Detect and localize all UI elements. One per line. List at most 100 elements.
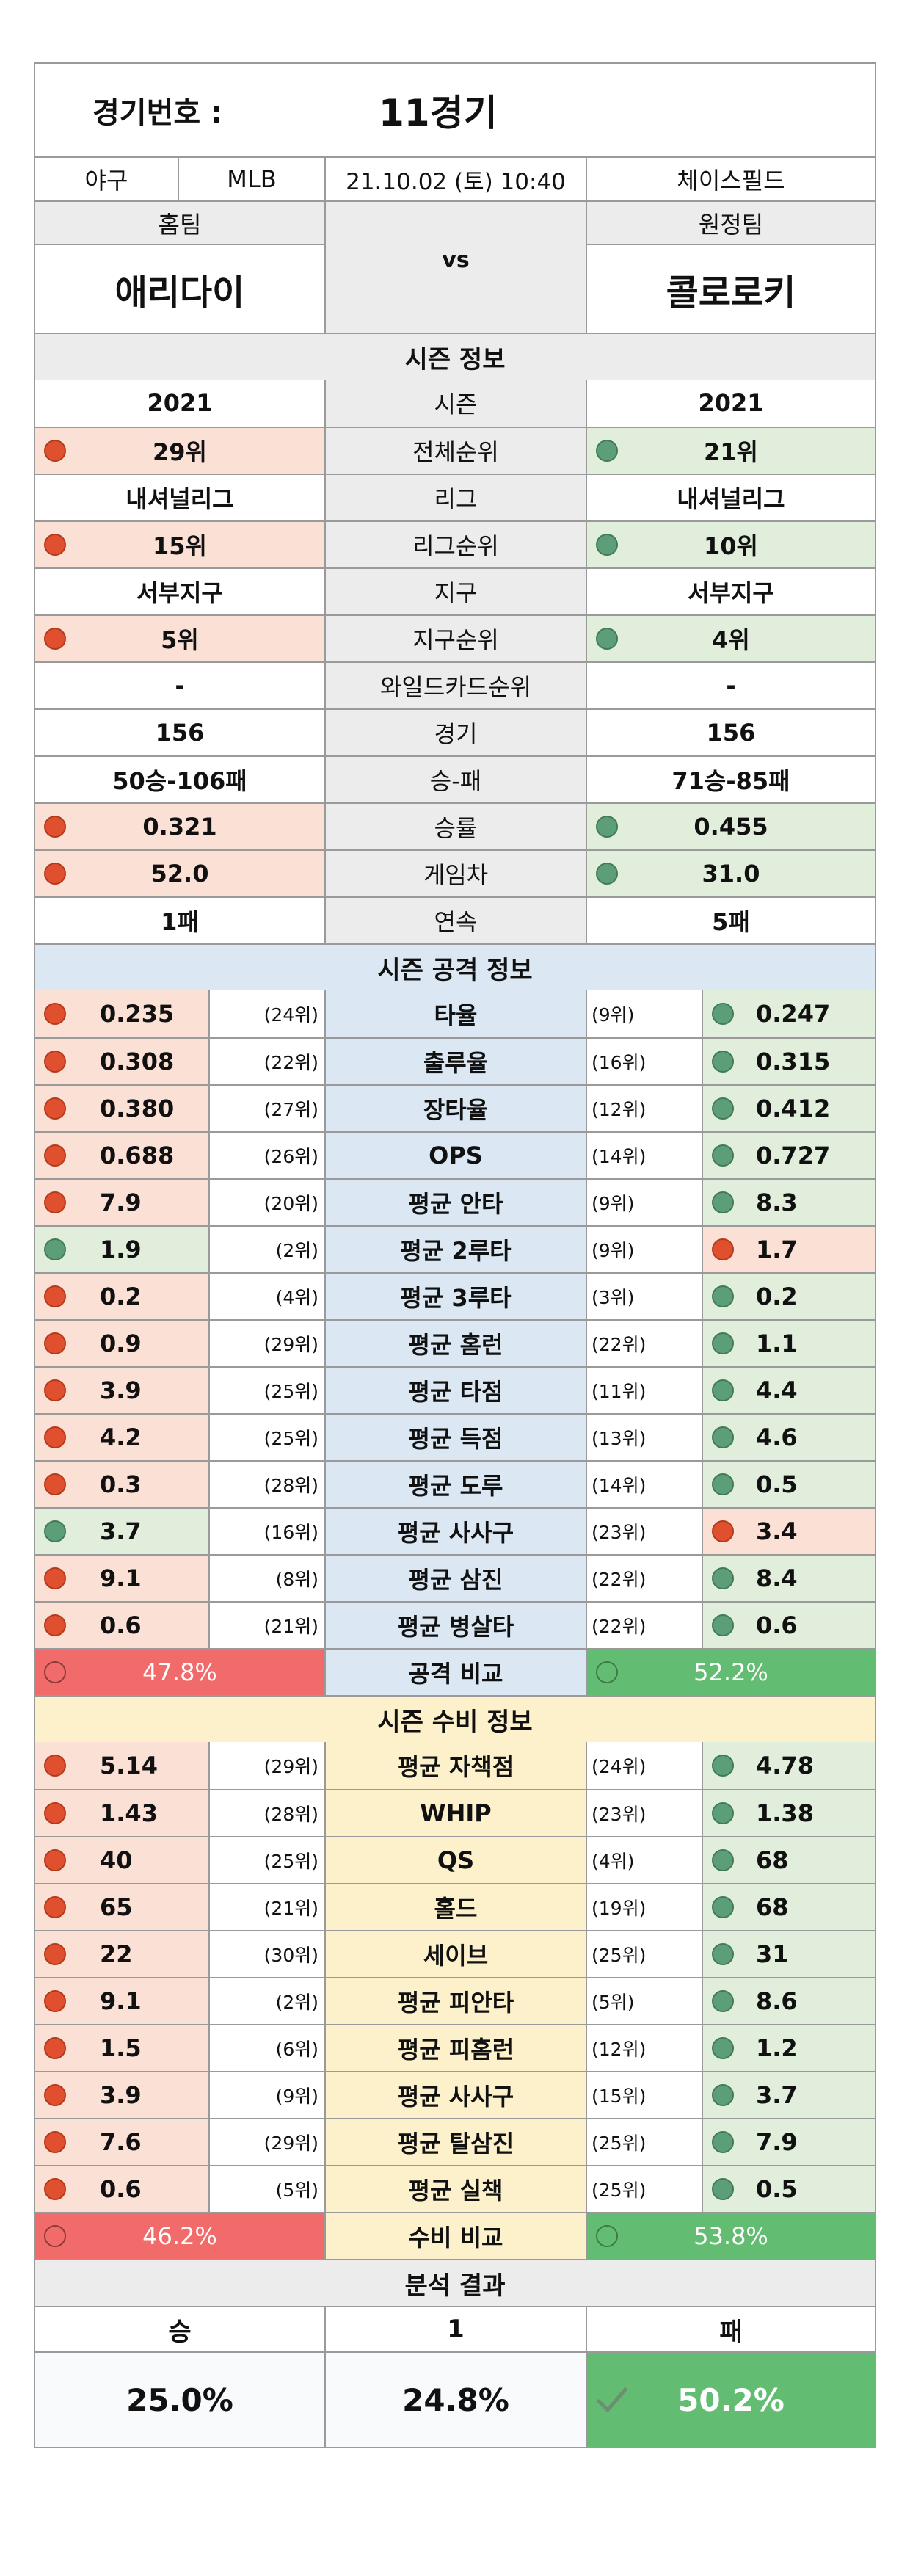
- green-dot-icon: [712, 1473, 734, 1495]
- divider: [208, 1603, 210, 1648]
- season-home-value: 5위: [161, 626, 199, 654]
- defense-rows: 5.14 (29위) 평균 자책점 (24위) 4.78 1.43 (28위) WHIP (23…: [35, 1742, 875, 2212]
- offense-home-rank: (2위): [275, 1240, 318, 1261]
- season-row: 2021 시즌 2021: [35, 380, 875, 427]
- season-away-cell: 10위: [586, 522, 875, 567]
- red-dot-icon: [44, 1051, 66, 1073]
- divider: [702, 990, 703, 1037]
- offense-away-cell: (12위) 0.412: [586, 1086, 875, 1131]
- season-away-value: 10위: [704, 532, 758, 560]
- season-row: 0.321 승률 0.455: [35, 802, 875, 849]
- divider: [702, 1086, 703, 1131]
- offense-row-label: 평균 3루타: [324, 1274, 586, 1319]
- red-dot-icon: [44, 1614, 66, 1636]
- offense-away-value: 0.6: [756, 1611, 798, 1639]
- red-dot-icon: [44, 1003, 66, 1025]
- green-dot-icon: [712, 1332, 734, 1354]
- green-dot-icon: [712, 1614, 734, 1636]
- offense-home-value: 4.2: [100, 1423, 142, 1451]
- offense-row-label: OPS: [324, 1133, 586, 1178]
- offense-away-value: 3.4: [756, 1517, 798, 1545]
- offense-home-value: 0.235: [100, 1000, 175, 1028]
- divider: [702, 1837, 703, 1883]
- green-dot-icon: [712, 2084, 734, 2106]
- offense-row-label: 타율: [324, 990, 586, 1037]
- defense-row-label: 평균 탈삼진: [324, 2119, 586, 2165]
- green-dot-icon: [712, 1990, 734, 2012]
- defense-row-label: 평균 자책점: [324, 1742, 586, 1789]
- season-row: 5위 지구순위 4위: [35, 614, 875, 661]
- season-home-cell: 156: [35, 710, 324, 755]
- offense-away-rank: (16위): [592, 1052, 647, 1073]
- defense-away-rank: (12위): [592, 2039, 647, 2060]
- result-win-label: 승: [35, 2307, 324, 2351]
- defense-away-rank: (25위): [592, 1945, 647, 1966]
- red-dot-icon: [712, 1238, 734, 1260]
- defense-row: 22 (30위) 세이브 (25위) 31: [35, 1930, 875, 1977]
- season-row-label: 리그순위: [324, 522, 586, 567]
- green-dot-icon: [712, 1051, 734, 1073]
- offense-home-value: 3.7: [100, 1517, 142, 1545]
- offense-title: 시즌 공격 정보: [35, 945, 875, 990]
- defense-home-rank: (30위): [263, 1945, 318, 1966]
- offense-away-pct-cell: 52.2%: [586, 1650, 875, 1695]
- divider: [702, 1978, 703, 2024]
- offense-home-value: 0.688: [100, 1142, 175, 1169]
- green-dot-icon: [596, 863, 618, 885]
- defense-away-value: 7.9: [756, 2128, 798, 2156]
- green-dot-icon: [712, 1567, 734, 1589]
- green-dot-icon: [712, 2037, 734, 2059]
- season-away-cell: 31.0: [586, 851, 875, 896]
- season-away-value: 156: [706, 719, 756, 747]
- season-away-cell: 156: [586, 710, 875, 755]
- offense-away-value: 4.6: [756, 1423, 798, 1451]
- offense-away-cell: (9위) 8.3: [586, 1180, 875, 1225]
- result-title: 분석 결과: [35, 2260, 875, 2306]
- defense-row-label: 홀드: [324, 1884, 586, 1930]
- green-dot-icon: [712, 1097, 734, 1120]
- season-away-cell: 4위: [586, 616, 875, 661]
- offense-row: 3.9 (25위) 평균 타점 (11위) 4.4: [35, 1366, 875, 1413]
- season-row-label: 승률: [324, 804, 586, 849]
- defense-away-rank: (5위): [592, 1992, 635, 2013]
- season-away-value: 5패: [712, 908, 750, 936]
- defense-away-cell: (25위) 0.5: [586, 2166, 875, 2212]
- offense-home-cell: 0.3 (28위): [35, 1462, 324, 1507]
- defense-away-value: 68: [756, 1846, 789, 1874]
- offense-away-value: 0.247: [756, 1000, 831, 1028]
- defense-row-label: WHIP: [324, 1790, 586, 1836]
- defense-home-value: 0.6: [100, 2175, 142, 2203]
- home-team-cell: 홈팀 애리다이: [35, 202, 324, 333]
- match-number-label: 경기번호 :: [92, 96, 223, 130]
- offense-row: 0.688 (26위) OPS (14위) 0.727: [35, 1131, 875, 1178]
- defense-away-rank: (23위): [592, 1804, 647, 1825]
- offense-home-pct: 47.8%: [142, 1658, 217, 1686]
- defense-home-rank: (21위): [263, 1898, 318, 1919]
- divider: [208, 2072, 210, 2118]
- result-lose-pct: 50.2%: [677, 2381, 785, 2418]
- defense-home-cell: 9.1 (2위): [35, 1978, 324, 2024]
- red-dot-icon: [44, 1097, 66, 1120]
- divider: [702, 1556, 703, 1601]
- vs-text: vs: [442, 247, 470, 273]
- defense-away-value: 31: [756, 1940, 789, 1968]
- defense-away-value: 4.78: [756, 1752, 814, 1779]
- offense-away-rank: (22위): [592, 1569, 647, 1590]
- divider: [208, 1931, 210, 1977]
- offense-away-value: 1.1: [756, 1329, 798, 1357]
- offense-row: 0.308 (22위) 출루율 (16위) 0.315: [35, 1037, 875, 1084]
- defense-home-value: 65: [100, 1893, 133, 1921]
- offense-away-rank: (11위): [592, 1381, 647, 1402]
- red-dot-icon: [44, 2131, 66, 2153]
- season-home-cell: 0.321: [35, 804, 324, 849]
- defense-compare-label: 수비 비교: [324, 2213, 586, 2259]
- green-dot-icon: [712, 1144, 734, 1167]
- defense-home-cell: 7.6 (29위): [35, 2119, 324, 2165]
- defense-away-cell: (25위) 31: [586, 1931, 875, 1977]
- defense-home-rank: (28위): [263, 1804, 318, 1825]
- defense-home-rank: (9위): [275, 2086, 318, 2107]
- defense-row-label: 평균 피홈런: [324, 2025, 586, 2071]
- season-home-cell: 2021: [35, 380, 324, 427]
- divider: [702, 1931, 703, 1977]
- season-away-cell: 내셔널리그: [586, 475, 875, 520]
